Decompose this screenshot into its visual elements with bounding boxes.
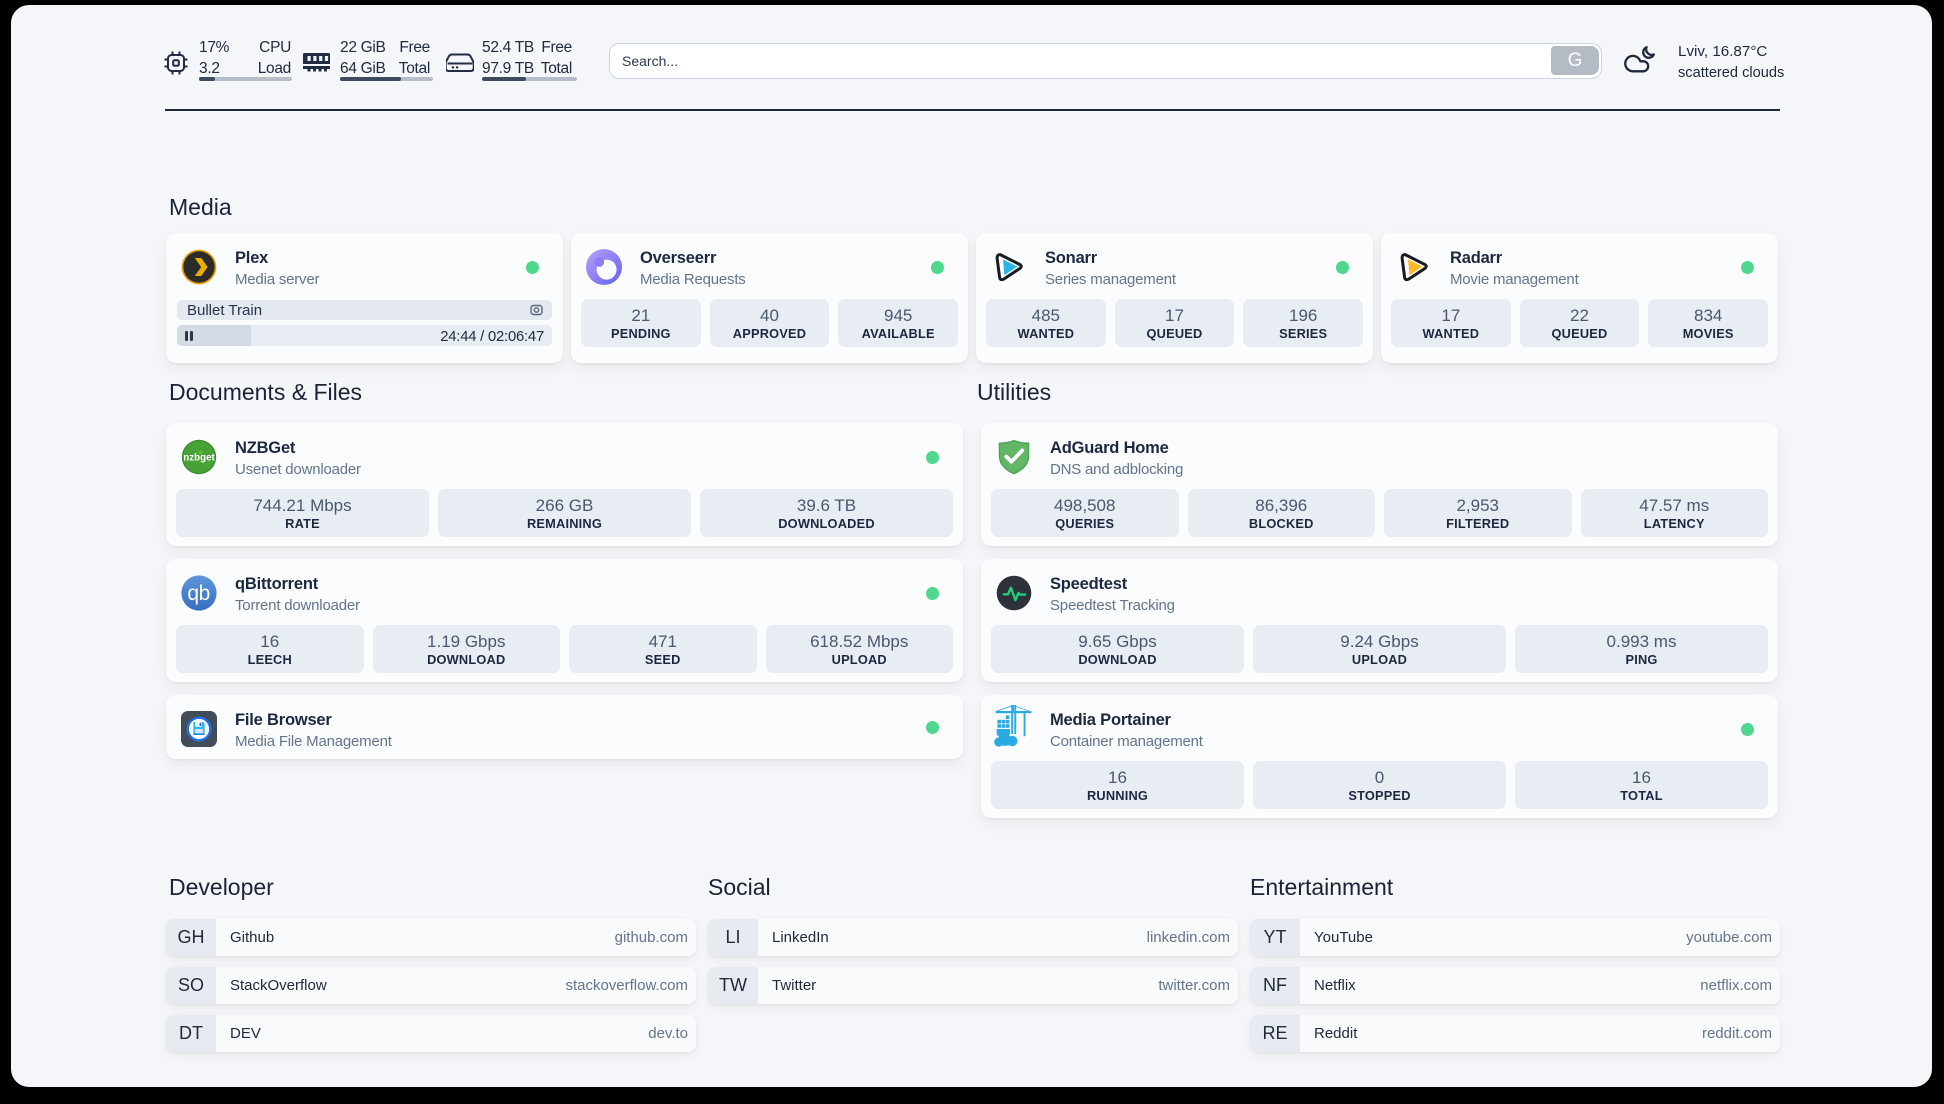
svg-text:qb: qb	[187, 582, 209, 605]
svg-text:nzbget: nzbget	[183, 452, 215, 463]
